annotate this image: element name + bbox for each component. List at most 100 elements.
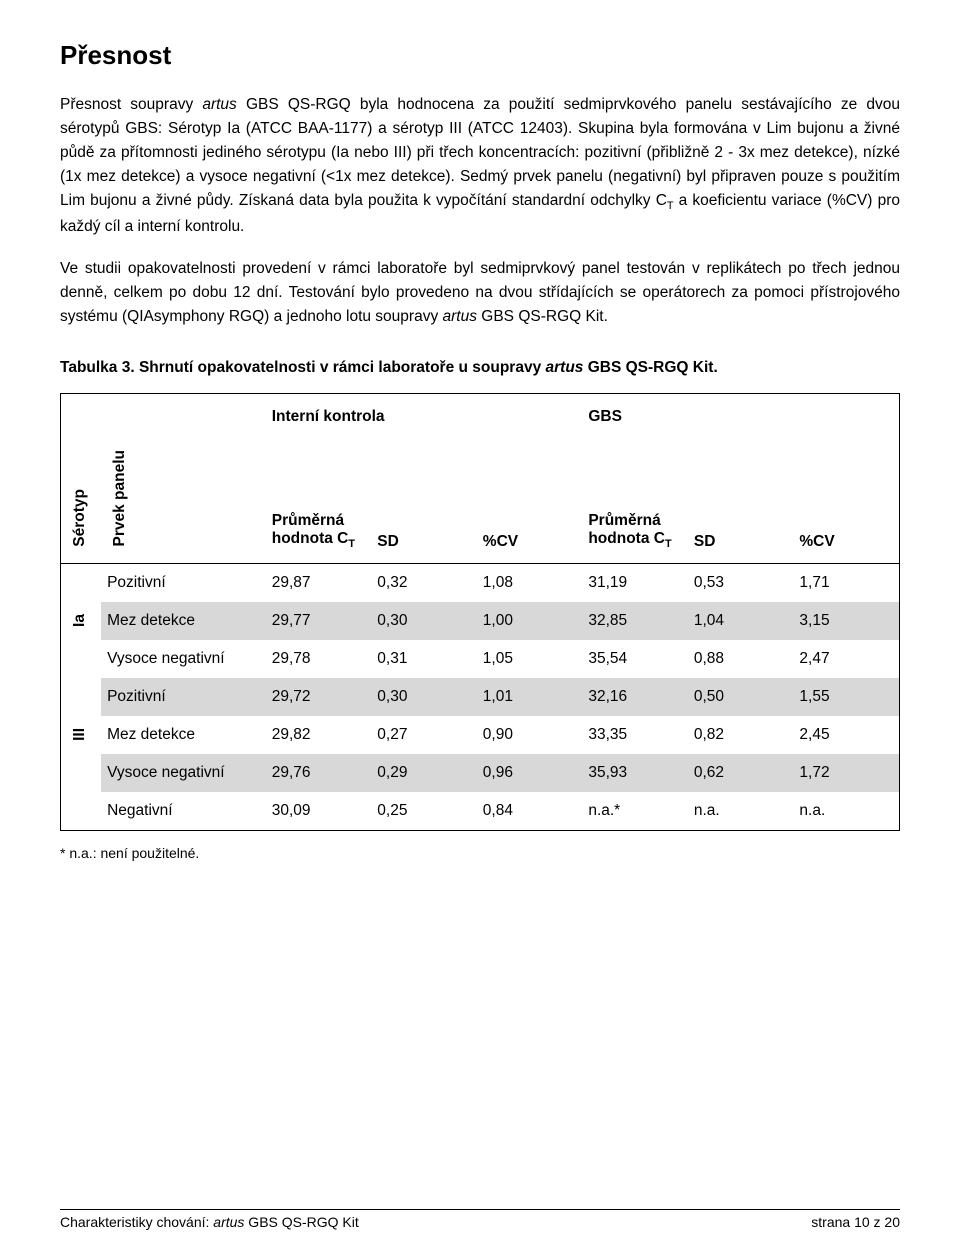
cell: 29,77: [266, 602, 372, 640]
text: GBS QS-RGQ Kit.: [477, 308, 608, 325]
cell: 29,78: [266, 640, 372, 678]
table-row: Vysoce negativní 29,78 0,31 1,05 35,54 0…: [61, 640, 899, 678]
table-row: Ia Pozitivní 29,87 0,32 1,08 31,19 0,53 …: [61, 563, 899, 602]
footnote: * n.a.: není použitelné.: [60, 845, 900, 861]
cell: 1,08: [477, 563, 583, 602]
cell: 1,71: [793, 563, 899, 602]
cell: n.a.: [688, 792, 794, 830]
col-header-sd: SD: [371, 436, 477, 563]
text: GBS QS-RGQ Kit.: [583, 359, 717, 376]
text: Charakteristiky chování:: [60, 1214, 213, 1230]
text-italic: artus: [443, 308, 477, 325]
cell: 29,76: [266, 754, 372, 792]
group-header-ic: Interní kontrola: [266, 394, 583, 436]
paragraph-2: Ve studii opakovatelnosti provedení v rá…: [60, 257, 900, 329]
cell: 0,27: [371, 716, 477, 754]
subscript: T: [667, 200, 674, 212]
col-header-mean-ct: Průměrná hodnota CT: [266, 436, 372, 563]
text: Tabulka 3. Shrnutí opakovatelnosti v rám…: [60, 359, 546, 376]
text: Přesnost soupravy: [60, 96, 202, 113]
cell: 0,90: [477, 716, 583, 754]
row-label: Pozitivní: [101, 563, 266, 602]
row-label: Negativní: [101, 792, 266, 830]
col-header-panel: Prvek panelu: [101, 436, 150, 563]
cell: 29,82: [266, 716, 372, 754]
cell: 0,31: [371, 640, 477, 678]
table-row: III Pozitivní 29,72 0,30 1,01 32,16 0,50…: [61, 678, 899, 716]
footer-left: Charakteristiky chování: artus GBS QS-RG…: [60, 1214, 359, 1230]
col-header-mean-ct: Průměrná hodnota CT: [582, 436, 688, 563]
cell: 29,87: [266, 563, 372, 602]
cell: 0,30: [371, 602, 477, 640]
row-label: Pozitivní: [101, 678, 266, 716]
cell: 1,55: [793, 678, 899, 716]
table-caption: Tabulka 3. Shrnutí opakovatelnosti v rám…: [60, 359, 900, 377]
footer-right: strana 10 z 20: [811, 1214, 900, 1230]
vertical-label: III: [67, 724, 93, 745]
table-wrapper: Interní kontrola GBS Sérotyp Prvek panel…: [60, 393, 900, 831]
cell: 32,85: [582, 602, 688, 640]
cell: 1,01: [477, 678, 583, 716]
paragraph-1: Přesnost soupravy artus GBS QS-RGQ byla …: [60, 93, 900, 239]
section-title: Přesnost: [60, 40, 900, 71]
text: Průměrná hodnota C: [588, 512, 665, 547]
cell: 0,53: [688, 563, 794, 602]
vertical-label: Sérotyp: [67, 485, 93, 551]
table-row: Vysoce negativní 29,76 0,29 0,96 35,93 0…: [61, 754, 899, 792]
group-header-gbs: GBS: [582, 394, 899, 436]
table-group-header-row: Interní kontrola GBS: [61, 394, 899, 436]
cell: 1,00: [477, 602, 583, 640]
cell: 0,82: [688, 716, 794, 754]
table-column-header-row: Sérotyp Prvek panelu Průměrná hodnota CT…: [61, 436, 899, 563]
cell: 0,29: [371, 754, 477, 792]
subscript: T: [348, 539, 355, 551]
cell: 0,88: [688, 640, 794, 678]
page: Přesnost Přesnost soupravy artus GBS QS-…: [0, 0, 960, 1248]
row-label: Vysoce negativní: [101, 640, 266, 678]
row-label: Mez detekce: [101, 716, 266, 754]
table-row: Mez detekce 29,77 0,30 1,00 32,85 1,04 3…: [61, 602, 899, 640]
cell: 2,45: [793, 716, 899, 754]
data-table: Interní kontrola GBS Sérotyp Prvek panel…: [61, 394, 899, 830]
cell: n.a.*: [582, 792, 688, 830]
text: GBS QS-RGQ Kit: [244, 1214, 358, 1230]
cell: 0,96: [477, 754, 583, 792]
cell: 35,54: [582, 640, 688, 678]
cell: 31,19: [582, 563, 688, 602]
cell: 0,50: [688, 678, 794, 716]
cell: 0,84: [477, 792, 583, 830]
text-italic: artus: [213, 1214, 244, 1230]
cell: 32,16: [582, 678, 688, 716]
row-label: Mez detekce: [101, 602, 266, 640]
vertical-label: Ia: [67, 610, 93, 631]
cell: 2,47: [793, 640, 899, 678]
vertical-label: Prvek panelu: [107, 446, 133, 551]
cell: n.a.: [793, 792, 899, 830]
serotype-cell: III: [61, 678, 101, 792]
col-header-cv: %CV: [793, 436, 899, 563]
text-italic: artus: [546, 359, 584, 376]
cell: 1,72: [793, 754, 899, 792]
cell: 1,04: [688, 602, 794, 640]
cell: 0,25: [371, 792, 477, 830]
table-row: Negativní 30,09 0,25 0,84 n.a.* n.a. n.a…: [61, 792, 899, 830]
cell: 29,72: [266, 678, 372, 716]
cell: 1,05: [477, 640, 583, 678]
cell: 35,93: [582, 754, 688, 792]
text: Průměrná hodnota C: [272, 512, 349, 547]
col-header-sd: SD: [688, 436, 794, 563]
serotype-cell: Ia: [61, 563, 101, 678]
cell: 33,35: [582, 716, 688, 754]
cell: 0,32: [371, 563, 477, 602]
text-italic: artus: [202, 96, 236, 113]
table-row: Mez detekce 29,82 0,27 0,90 33,35 0,82 2…: [61, 716, 899, 754]
cell: 0,62: [688, 754, 794, 792]
cell: 3,15: [793, 602, 899, 640]
col-header-serotype: Sérotyp: [61, 436, 101, 563]
page-footer: Charakteristiky chování: artus GBS QS-RG…: [60, 1209, 900, 1230]
col-header-cv: %CV: [477, 436, 583, 563]
cell: 30,09: [266, 792, 372, 830]
cell: 0,30: [371, 678, 477, 716]
row-label: Vysoce negativní: [101, 754, 266, 792]
subscript: T: [665, 539, 672, 551]
